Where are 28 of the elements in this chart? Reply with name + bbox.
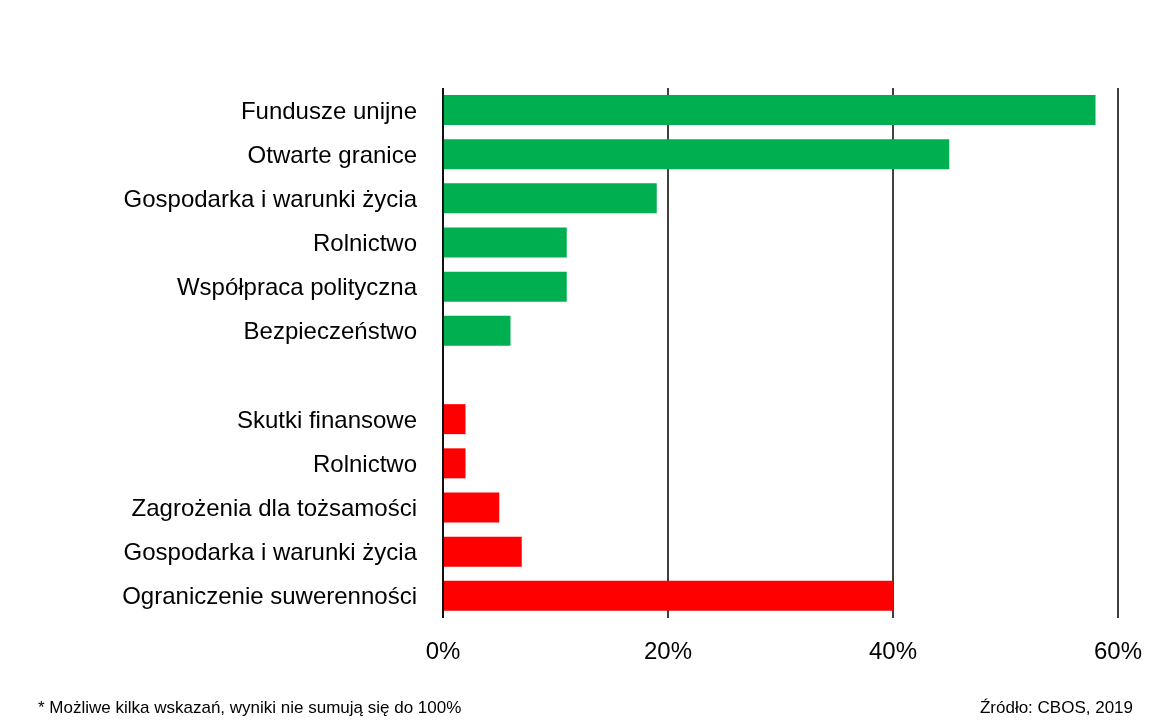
bar <box>443 315 511 346</box>
y-tick-label: Fundusze unijne <box>240 96 417 124</box>
bar <box>443 271 567 302</box>
y-tick-label: Ograniczenie suwerenności <box>122 582 417 610</box>
y-tick-label: Rolnictwo <box>312 229 417 257</box>
bar <box>443 448 466 479</box>
text: Źródło: CBOS, 2019 <box>979 698 1133 718</box>
x-tick-label: 0% <box>425 637 461 665</box>
x-tick-label: 40% <box>868 637 918 665</box>
y-tick-label: Skutki finansowe <box>236 405 417 433</box>
bar <box>443 139 950 170</box>
bar <box>443 492 500 523</box>
y-tick-label: Otwarte granice <box>247 140 417 168</box>
y-tick-label: Współpraca polityczna <box>176 273 418 301</box>
text: * Możliwe kilka wskazań, wyniki nie sumują się do 100% <box>38 698 462 718</box>
bar <box>443 183 657 214</box>
y-tick-label: Gospodarka i warunki życia <box>123 538 418 566</box>
bar <box>443 404 466 435</box>
y-tick-label: Bezpieczeństwo <box>243 317 417 345</box>
x-tick-label: 60% <box>1093 637 1143 665</box>
bar <box>443 95 1096 125</box>
bar <box>443 580 893 611</box>
y-tick-label: Gospodarka i warunki życia <box>123 184 418 212</box>
x-tick-label: 20% <box>643 637 693 665</box>
y-tick-label: Rolnictwo <box>312 449 417 477</box>
bar <box>443 227 567 258</box>
bar <box>443 536 522 567</box>
y-tick-label: Zagrożenia dla tożsamości <box>131 494 417 522</box>
